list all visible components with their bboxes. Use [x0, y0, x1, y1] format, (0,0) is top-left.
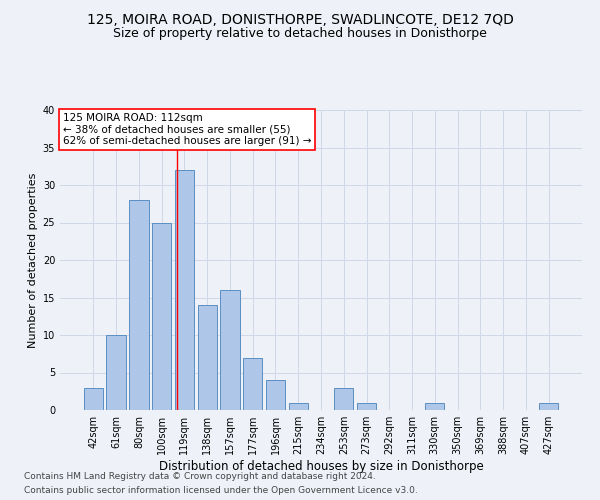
Bar	[334, 388, 353, 410]
X-axis label: Distribution of detached houses by size in Donisthorpe: Distribution of detached houses by size …	[158, 460, 484, 473]
Bar	[197, 305, 217, 410]
Bar	[106, 335, 126, 410]
Bar	[175, 170, 194, 410]
Bar	[289, 402, 308, 410]
Text: Contains HM Land Registry data © Crown copyright and database right 2024.: Contains HM Land Registry data © Crown c…	[24, 472, 376, 481]
Text: Contains public sector information licensed under the Open Government Licence v3: Contains public sector information licen…	[24, 486, 418, 495]
Bar	[266, 380, 285, 410]
Bar	[220, 290, 239, 410]
Y-axis label: Number of detached properties: Number of detached properties	[28, 172, 38, 348]
Bar	[357, 402, 376, 410]
Bar	[243, 358, 262, 410]
Text: 125 MOIRA ROAD: 112sqm
← 38% of detached houses are smaller (55)
62% of semi-det: 125 MOIRA ROAD: 112sqm ← 38% of detached…	[62, 113, 311, 146]
Bar	[539, 402, 558, 410]
Bar	[129, 200, 149, 410]
Bar	[84, 388, 103, 410]
Bar	[152, 222, 172, 410]
Bar	[425, 402, 445, 410]
Text: 125, MOIRA ROAD, DONISTHORPE, SWADLINCOTE, DE12 7QD: 125, MOIRA ROAD, DONISTHORPE, SWADLINCOT…	[86, 12, 514, 26]
Text: Size of property relative to detached houses in Donisthorpe: Size of property relative to detached ho…	[113, 28, 487, 40]
